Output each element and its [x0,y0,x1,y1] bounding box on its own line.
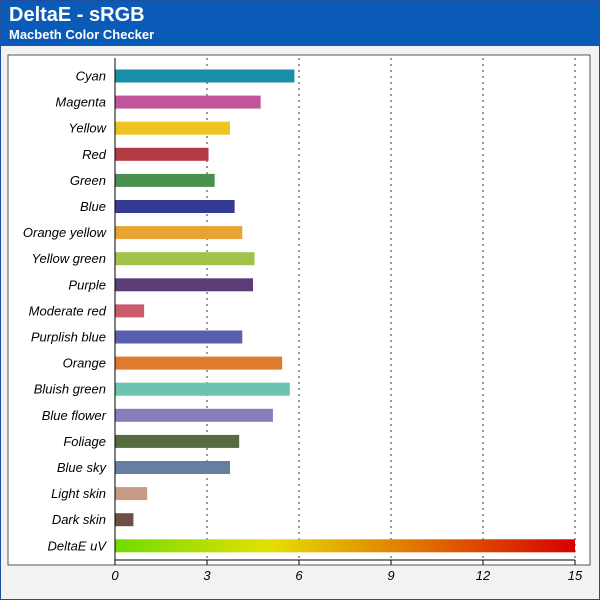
category-label: Blue [80,199,106,214]
category-label: Purple [68,277,106,292]
bar-purplish-blue [115,330,243,344]
bar-dark-skin [115,513,134,527]
tick-label: 15 [568,568,583,583]
category-label: Purplish blue [31,330,106,345]
tick-label: 3 [203,568,211,583]
bar-moderate-red [115,304,145,318]
tick-label: 6 [295,568,303,583]
category-label: Orange yellow [23,225,108,240]
chart-header: DeltaE - sRGB Macbeth Color Checker [1,1,599,46]
category-label: Yellow green [32,251,106,266]
category-label: DeltaE uV [47,538,107,553]
category-label: Blue flower [42,408,107,423]
bar-blue-sky [115,461,230,474]
bar-orange-yellow [115,226,243,240]
category-label: Dark skin [52,512,106,527]
tick-label: 12 [476,568,491,583]
x-axis-ticks: 0 3 6 9 12 15 [111,58,583,583]
bar-light-skin [115,487,148,501]
category-label: Magenta [55,95,106,110]
bars [115,69,575,553]
bar-bluish-green [115,382,290,396]
chart-subtitle: Macbeth Color Checker [9,27,155,42]
category-label: Red [82,147,107,162]
bar-magenta [115,95,261,109]
chart-title: DeltaE - sRGB [9,4,145,26]
category-labels: Cyan Magenta Yellow Red Green Blue Orange yell… [23,69,108,554]
bar-orange [115,356,283,370]
tick-label: 0 [111,568,119,583]
category-label: Cyan [76,69,106,84]
bar-purple [115,278,253,292]
bar-blue-flower [115,408,273,422]
bar-blue [115,200,235,213]
category-label: Green [70,173,106,188]
tick-label: 9 [387,568,394,583]
bar-green [115,173,215,187]
category-label: Light skin [51,486,106,501]
bar-foliage [115,434,240,448]
category-label: Yellow [68,121,107,136]
category-label: Moderate red [29,303,107,318]
category-label: Blue sky [57,460,108,475]
bar-cyan [115,69,295,83]
bar-red [115,147,209,161]
category-label: Orange [63,356,106,371]
bar-yellow [115,121,230,135]
category-label: Foliage [63,434,106,449]
bar-yellow-green [115,252,255,266]
category-label: Bluish green [34,382,106,397]
bar-deltae-uv [115,539,575,553]
